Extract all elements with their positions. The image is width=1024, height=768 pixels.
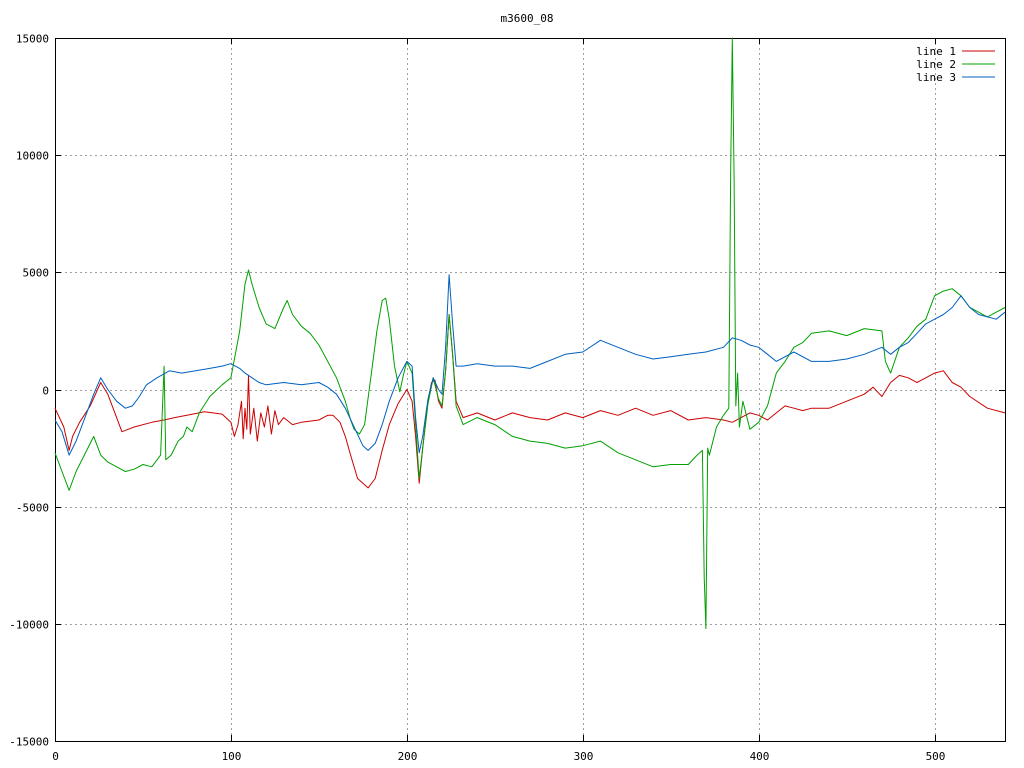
series-line-3 bbox=[54, 274, 1006, 456]
series-line-2 bbox=[54, 37, 1006, 629]
y-tick-label: 10000 bbox=[16, 150, 49, 163]
y-tick-label: -5000 bbox=[16, 502, 49, 515]
y-tick-label: -10000 bbox=[9, 619, 49, 632]
x-tick-label: 200 bbox=[398, 750, 418, 763]
series-line-1 bbox=[54, 314, 1006, 489]
x-tick-label: 500 bbox=[926, 750, 946, 763]
plot-frame bbox=[55, 38, 1006, 742]
x-tick-label: 400 bbox=[750, 750, 770, 763]
legend-label: line 1 bbox=[916, 45, 956, 58]
x-tick-label: 300 bbox=[574, 750, 594, 763]
legend-label: line 3 bbox=[916, 71, 956, 84]
y-tick-label: -15000 bbox=[9, 736, 49, 749]
axes: -15000 -10000 -5000 0 5000 10000 15000 0 100 200 3… bbox=[9, 33, 1006, 763]
y-tick-label: 0 bbox=[42, 385, 49, 398]
grid-lines bbox=[55, 38, 1005, 741]
legend-label: line 2 bbox=[916, 58, 956, 71]
series-lines bbox=[54, 37, 1006, 629]
x-tick-label: 100 bbox=[222, 750, 242, 763]
y-tick-label: 15000 bbox=[16, 33, 49, 46]
x-tick-label: 0 bbox=[52, 750, 59, 763]
chart-title: m3600_08 bbox=[501, 12, 554, 25]
y-tick-label: 5000 bbox=[23, 267, 50, 280]
